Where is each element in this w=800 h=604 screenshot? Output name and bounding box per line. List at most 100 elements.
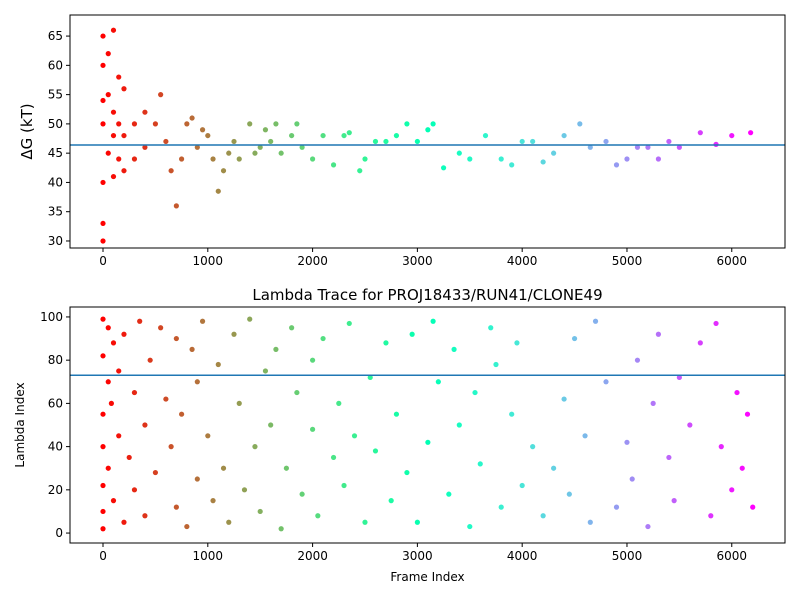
point: [299, 144, 305, 150]
point: [100, 526, 106, 532]
point: [367, 374, 373, 381]
point: [247, 316, 253, 322]
point: [131, 389, 138, 396]
point: [676, 374, 682, 381]
x-tick-label: 5000: [612, 549, 643, 563]
point: [241, 487, 248, 493]
point: [645, 144, 651, 150]
point: [100, 238, 106, 244]
x-axis-label: Frame Index: [390, 570, 464, 584]
point: [666, 138, 672, 145]
point: [577, 121, 583, 127]
point: [467, 156, 473, 162]
point: [100, 316, 106, 322]
point: [179, 411, 185, 417]
point: [592, 318, 599, 324]
point: [210, 156, 216, 162]
point: [105, 150, 111, 156]
point: [131, 121, 138, 127]
point: [551, 465, 557, 471]
y-tick-label: 40: [48, 440, 63, 454]
point: [440, 165, 447, 171]
point: [587, 519, 593, 525]
y-axis-label: ΔG (kT): [18, 103, 36, 159]
point: [729, 132, 735, 139]
axes-frame: [69, 306, 786, 544]
point: [108, 400, 114, 406]
point: [142, 513, 148, 519]
point: [320, 335, 326, 342]
point: [734, 389, 740, 396]
point: [451, 346, 457, 352]
point: [152, 469, 159, 476]
point: [341, 132, 347, 139]
point: [100, 411, 106, 417]
point: [147, 357, 153, 363]
point: [273, 346, 279, 352]
point: [236, 156, 242, 162]
point: [372, 448, 379, 454]
point: [215, 188, 221, 194]
point: [330, 454, 337, 461]
point: [231, 138, 237, 145]
point: [613, 504, 620, 510]
point: [116, 121, 122, 127]
x-tick-label: 6000: [716, 254, 747, 268]
point: [121, 132, 127, 139]
point: [278, 526, 284, 532]
axes-frame: [69, 14, 786, 249]
point: [729, 487, 735, 493]
point: [215, 361, 221, 368]
point: [179, 156, 185, 162]
point: [110, 27, 117, 33]
point: [404, 121, 410, 127]
point: [173, 504, 179, 510]
point: [498, 156, 504, 162]
y-tick-label: 60: [48, 58, 63, 72]
point: [105, 465, 111, 471]
point: [383, 138, 389, 145]
point: [477, 461, 483, 467]
point: [189, 115, 195, 121]
point: [110, 109, 117, 115]
point: [210, 498, 216, 504]
y-tick-label: 60: [48, 396, 63, 410]
x-tick-label: 1000: [193, 549, 224, 563]
point: [472, 389, 478, 396]
point: [184, 523, 190, 530]
x-tick-label: 6000: [716, 549, 747, 563]
point: [257, 144, 263, 150]
point: [309, 357, 316, 363]
point: [482, 132, 489, 139]
point: [168, 444, 174, 450]
x-tick-label: 3000: [402, 254, 433, 268]
point: [540, 159, 546, 165]
point: [320, 132, 326, 139]
point: [613, 162, 620, 168]
y-axis-label: Lambda Index: [13, 382, 27, 467]
point: [336, 400, 342, 406]
point: [173, 203, 179, 209]
point: [383, 340, 389, 346]
point: [624, 439, 630, 445]
point: [226, 519, 232, 525]
point: [414, 138, 420, 145]
point: [530, 138, 536, 145]
point: [294, 121, 300, 127]
point: [142, 144, 148, 150]
point: [393, 411, 400, 417]
point: [315, 513, 321, 519]
x-tick-label: 4000: [507, 254, 538, 268]
y-tick-label: 80: [48, 353, 63, 367]
point: [587, 144, 593, 150]
point: [268, 422, 274, 428]
point: [309, 156, 316, 162]
point: [687, 422, 693, 428]
point: [283, 465, 289, 471]
point: [100, 220, 106, 227]
point: [409, 331, 415, 337]
point: [199, 318, 206, 324]
point: [372, 138, 379, 145]
x-tick-label: 2000: [297, 549, 328, 563]
point: [456, 150, 462, 156]
